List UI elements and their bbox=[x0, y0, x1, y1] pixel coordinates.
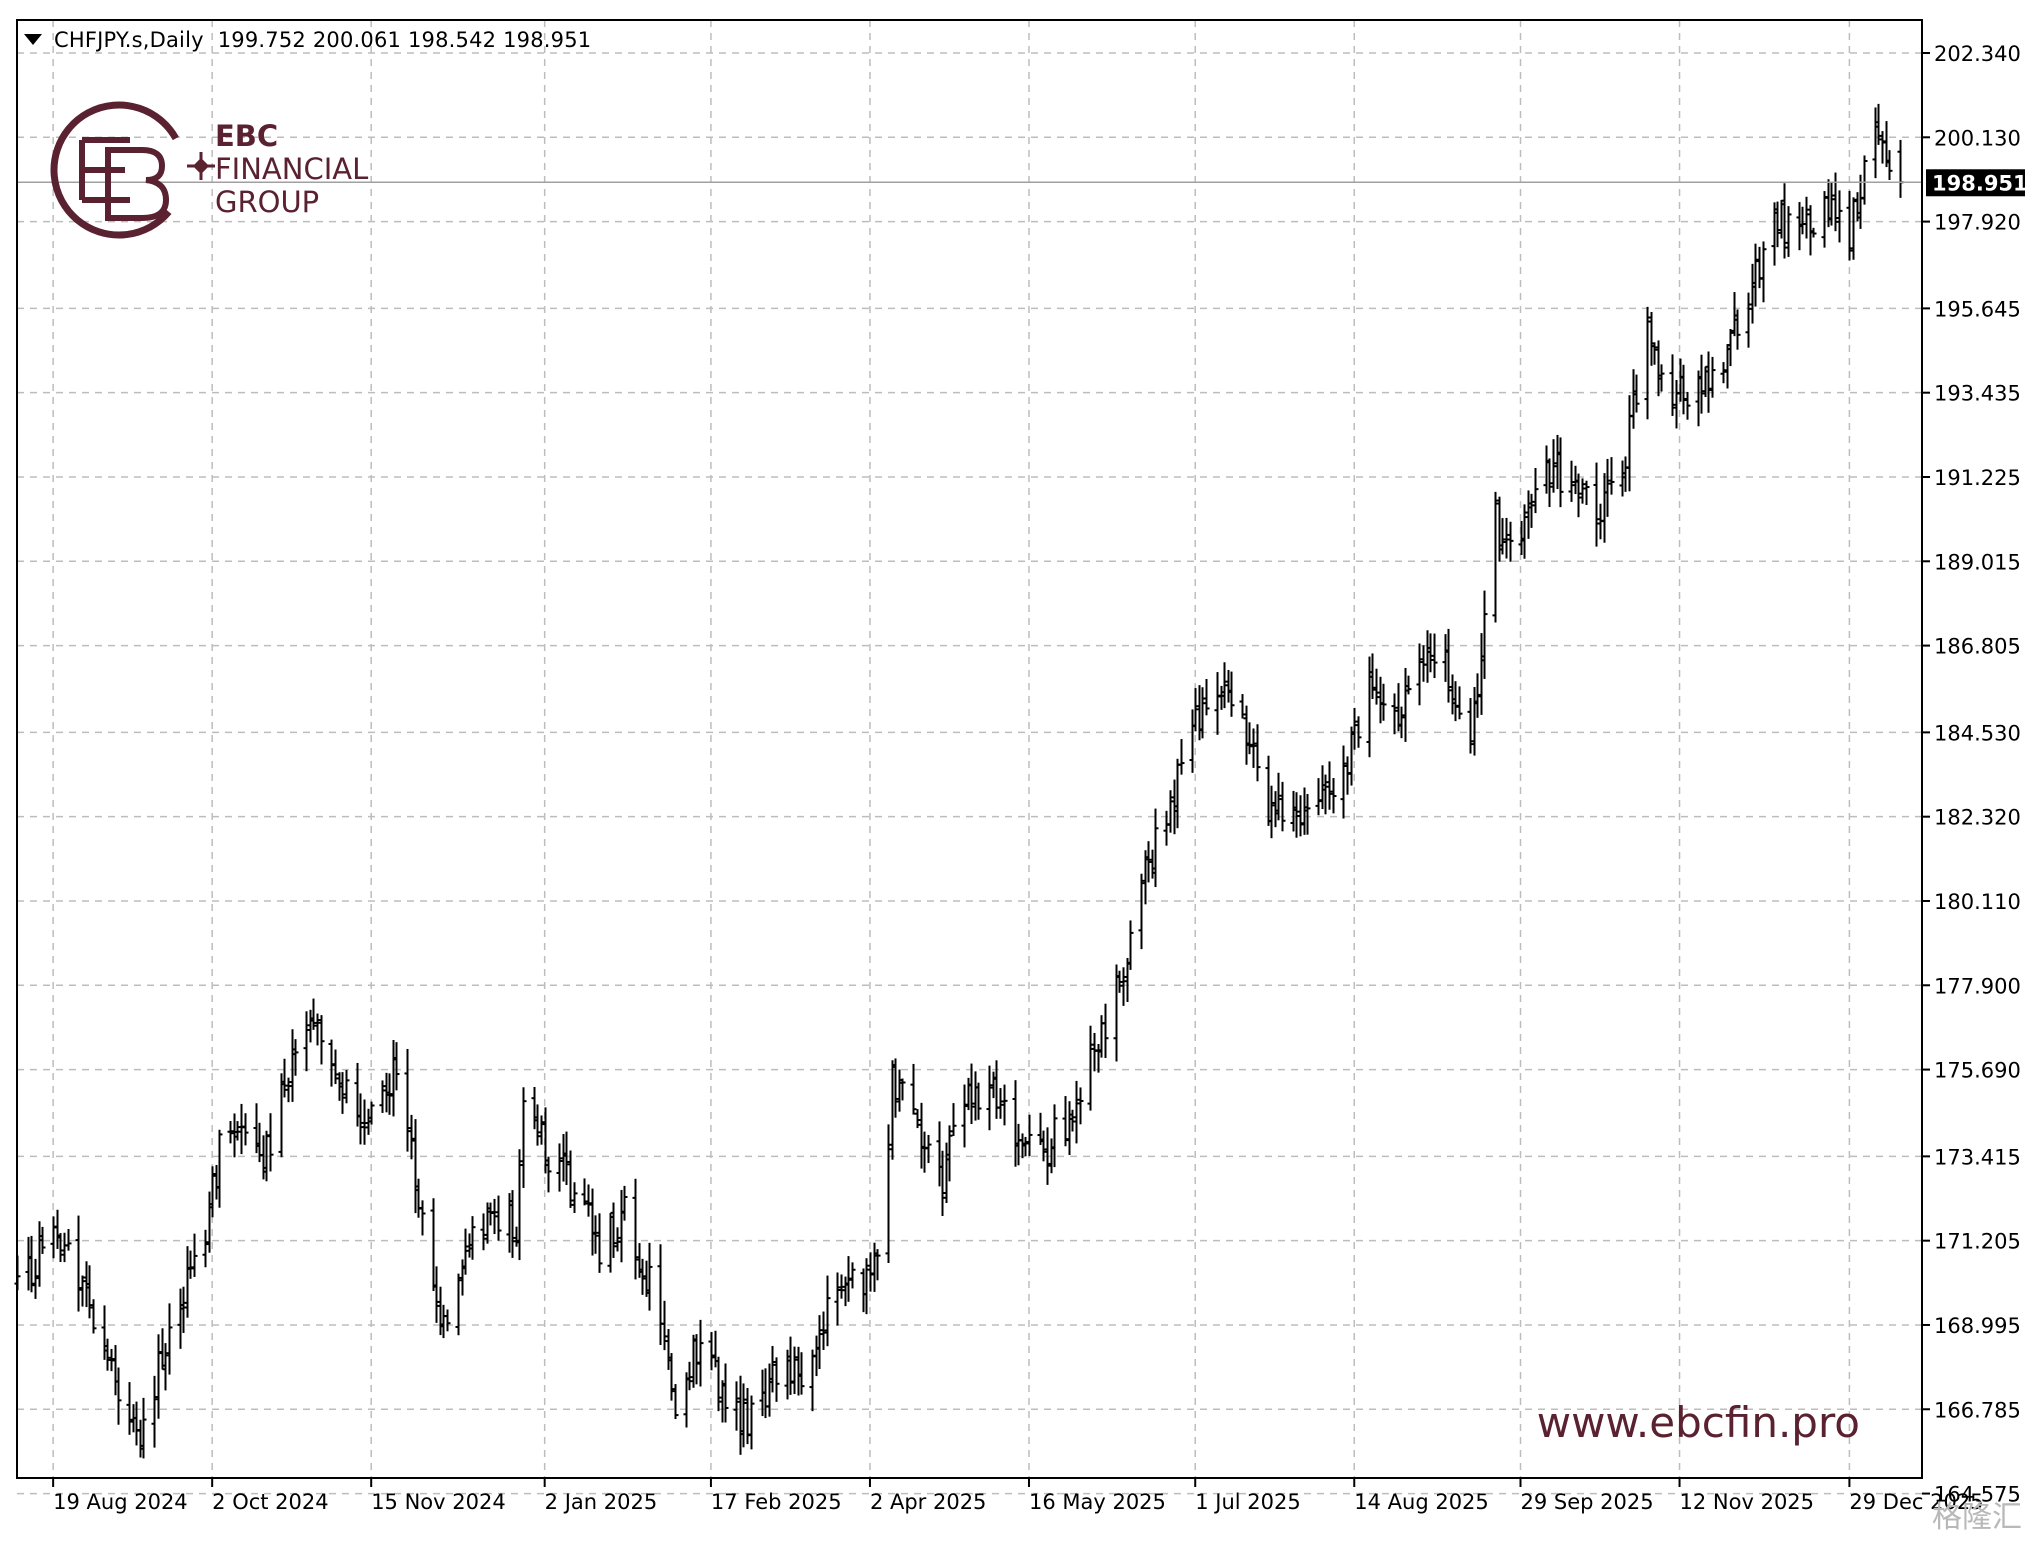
brand-line-1: EBC bbox=[215, 119, 279, 153]
x-tick-label: 14 Aug 2025 bbox=[1354, 1490, 1489, 1514]
x-tick-label: 2 Jan 2025 bbox=[545, 1490, 658, 1514]
brand-line-3: GROUP bbox=[215, 185, 320, 219]
brand-name: EBC FINANCIAL GROUP bbox=[215, 120, 368, 219]
x-tick-label: 1 Jul 2025 bbox=[1195, 1490, 1301, 1514]
x-tick-label: 17 Feb 2025 bbox=[711, 1490, 842, 1514]
y-tick-label: 186.805 bbox=[1934, 635, 2021, 659]
watermark: 格隆汇 bbox=[1932, 1500, 2022, 1535]
x-tick-label: 16 May 2025 bbox=[1029, 1490, 1166, 1514]
y-tick-label: 166.785 bbox=[1934, 1398, 2021, 1422]
current-price-tag bbox=[1926, 169, 2025, 197]
y-tick-label: 180.110 bbox=[1934, 890, 2021, 914]
y-axis: 202.340 200.130 197.920 195.645 193.435 191.2… bbox=[1922, 42, 2021, 1507]
x-tick-label: 19 Aug 2024 bbox=[53, 1490, 188, 1514]
y-tick-label: 189.015 bbox=[1934, 550, 2021, 574]
current-price-line-group: 198.951 bbox=[17, 169, 2028, 197]
dropdown-triangle-icon[interactable] bbox=[24, 33, 42, 45]
plot-frame bbox=[16, 19, 1923, 1479]
x-tick-label: 29 Dec 2025 bbox=[1849, 1490, 1983, 1514]
plot-background bbox=[17, 20, 1922, 1478]
y-tick-label: 175.690 bbox=[1934, 1059, 2021, 1083]
y-tick-label: 182.320 bbox=[1934, 806, 2021, 830]
y-tick-label: 173.415 bbox=[1934, 1145, 2021, 1169]
grid-lines bbox=[17, 20, 1922, 1495]
y-tick-label: 171.205 bbox=[1934, 1230, 2021, 1254]
y-tick-label: 191.225 bbox=[1934, 466, 2021, 490]
y-tick-label: 164.575 bbox=[1934, 1483, 2021, 1507]
current-price-label: 198.951 bbox=[1932, 171, 2028, 195]
x-tick-label: 2 Apr 2025 bbox=[870, 1490, 986, 1514]
ohlc-bars bbox=[14, 103, 1904, 1459]
y-tick-label: 193.435 bbox=[1934, 382, 2021, 406]
x-axis: 19 Aug 2024 2 Oct 2024 15 Nov 2024 2 Jan 20… bbox=[52, 1478, 1984, 1514]
y-tick-label: 168.995 bbox=[1934, 1314, 2021, 1338]
x-tick-label: 29 Sep 2025 bbox=[1521, 1490, 1654, 1514]
ohlc-readout: 199.752 200.061 198.542 198.951 bbox=[217, 28, 592, 52]
y-tick-label: 202.340 bbox=[1934, 42, 2021, 66]
y-tick-label: 177.900 bbox=[1934, 974, 2021, 998]
website-link[interactable]: www.ebcfin.pro bbox=[1536, 1398, 1860, 1447]
x-tick-label: 12 Nov 2025 bbox=[1680, 1490, 1815, 1514]
x-tick-label: 15 Nov 2024 bbox=[371, 1490, 506, 1514]
y-tick-label: 197.920 bbox=[1934, 211, 2021, 235]
brand-line-2: FINANCIAL bbox=[215, 152, 369, 186]
y-tick-label: 200.130 bbox=[1934, 126, 2021, 150]
chart-title-bar: CHFJPY.s,Daily 199.752 200.061 198.542 19… bbox=[24, 28, 591, 52]
symbol-title: CHFJPY.s,Daily bbox=[54, 28, 204, 52]
x-tick-label: 2 Oct 2024 bbox=[212, 1490, 328, 1514]
y-tick-label: 184.530 bbox=[1934, 721, 2021, 745]
y-tick-label: 195.645 bbox=[1934, 297, 2021, 321]
ebc-logo-icon bbox=[50, 101, 215, 239]
